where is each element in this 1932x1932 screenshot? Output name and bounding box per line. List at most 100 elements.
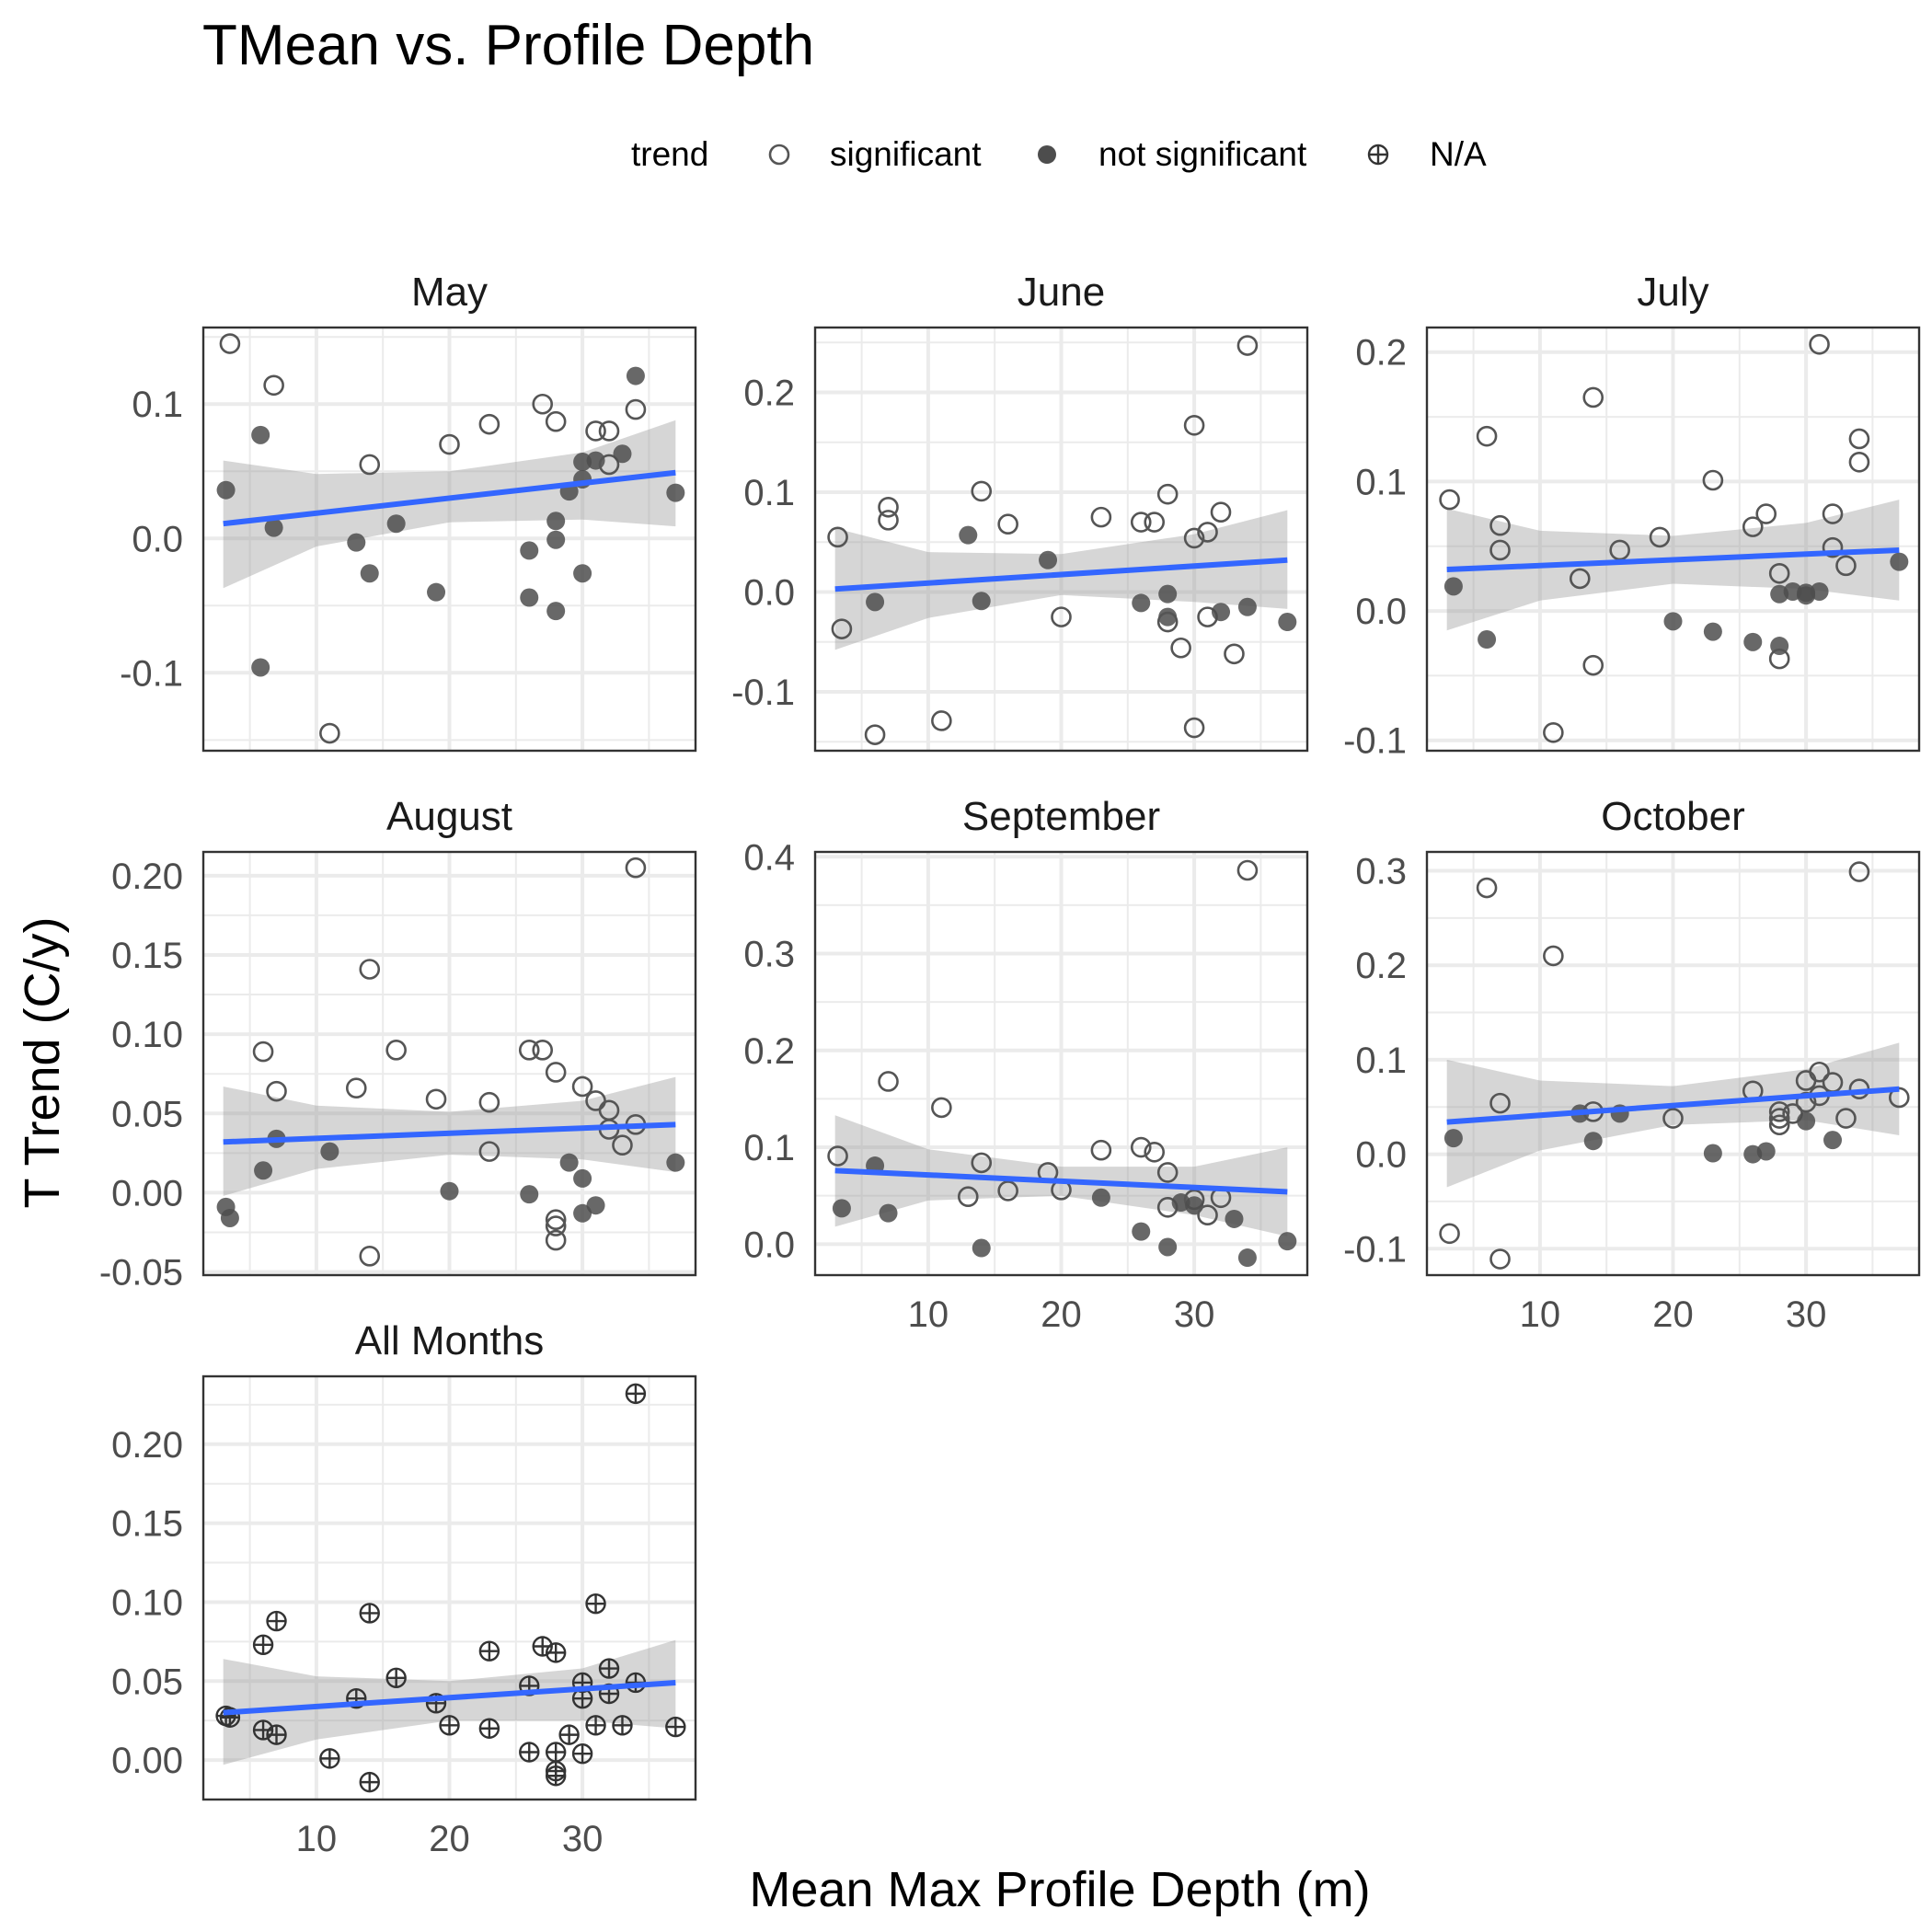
data-point-not-significant (1225, 1209, 1244, 1228)
data-point-significant (1489, 539, 1511, 561)
data-point-significant (1822, 503, 1844, 524)
data-point-not-significant (520, 541, 539, 560)
facet-label-august: August (386, 794, 512, 839)
y-tick-label: 0.00 (111, 1173, 183, 1213)
panel-border (813, 326, 1309, 753)
x-tick-label: 20 (429, 1819, 470, 1859)
data-point-significant (1768, 562, 1790, 584)
data-point-significant (1183, 415, 1205, 436)
data-point-na (585, 1715, 606, 1736)
data-point-significant (827, 1145, 848, 1167)
y-tick-label: 0.1 (743, 1128, 795, 1168)
data-point-significant (971, 1152, 993, 1174)
data-point-not-significant (1703, 622, 1722, 641)
data-point-not-significant (1091, 1188, 1110, 1207)
data-point-na (252, 1719, 274, 1741)
y-tick-label: 0.0 (1355, 592, 1407, 632)
facet-panels: May -0.1 0.0 0.1 June -0.1 0.0 0.1 0.2 July -0.1 0.… (99, 270, 1921, 1859)
data-point-significant (385, 1040, 407, 1061)
data-point-significant (864, 724, 886, 745)
data-point-na (519, 1742, 540, 1763)
data-point-na (571, 1743, 593, 1765)
data-point-not-significant (251, 658, 270, 677)
data-point-significant (359, 1246, 381, 1267)
y-tick-label: 0.0 (132, 519, 183, 559)
panel-october: October -0.1 0.0 0.1 0.2 0.3 10 20 30 (1343, 794, 1921, 1335)
data-point-significant (263, 374, 284, 397)
legend-label-na: N/A (1430, 135, 1487, 173)
data-point-significant (827, 526, 848, 548)
facet-label-july: July (1637, 270, 1708, 315)
data-point-significant (571, 1075, 593, 1098)
data-point-significant (1742, 516, 1764, 537)
data-point-significant (1848, 428, 1870, 450)
data-point-significant (1702, 469, 1724, 491)
x-tick-label: 10 (908, 1294, 949, 1335)
y-tick-label: 0.20 (111, 1425, 183, 1466)
data-point-significant (1809, 1061, 1830, 1083)
points (827, 335, 1297, 745)
data-point-significant (1090, 1139, 1112, 1161)
data-point-not-significant (1039, 550, 1058, 569)
data-point-not-significant (972, 592, 991, 611)
data-point-significant (1768, 1101, 1790, 1122)
data-point-not-significant (1158, 584, 1178, 604)
fit-line (223, 1121, 676, 1145)
data-point-not-significant (520, 1185, 539, 1204)
y-tick-label: 0.15 (111, 1504, 183, 1545)
data-point-na (585, 1593, 606, 1615)
facet-label-october: October (1601, 794, 1745, 839)
data-point-significant (625, 398, 647, 420)
confidence-band (223, 1639, 676, 1765)
data-point-significant (1439, 489, 1460, 511)
data-point-significant (532, 393, 554, 415)
gridlines (203, 328, 696, 751)
data-point-significant (1543, 722, 1564, 743)
data-point-significant (545, 410, 567, 432)
data-point-not-significant (386, 514, 406, 534)
data-point-not-significant (1823, 1131, 1843, 1150)
data-point-not-significant (573, 564, 592, 583)
gridlines (815, 852, 1307, 1275)
legend-key-not-significant (1038, 145, 1056, 164)
data-point-not-significant (1237, 597, 1257, 616)
y-axis-title: T Trend (C/y) (15, 916, 70, 1208)
y-tick-label: 0.3 (1355, 852, 1407, 892)
data-point-significant (1170, 637, 1191, 659)
data-point-significant (1210, 501, 1232, 523)
data-point-na (439, 1715, 460, 1736)
data-point-not-significant (1443, 577, 1463, 596)
data-point-not-significant (1810, 581, 1829, 601)
y-tick-label: -0.1 (1343, 721, 1407, 762)
data-point-significant (359, 454, 381, 476)
data-point-not-significant (586, 1196, 605, 1215)
panel-may: May -0.1 0.0 0.1 (120, 270, 697, 753)
data-point-significant (478, 1091, 500, 1113)
data-point-na (266, 1724, 287, 1745)
y-tick-label: 0.0 (743, 573, 795, 614)
data-point-not-significant (613, 444, 632, 464)
data-point-significant (345, 1077, 367, 1099)
data-point-significant (518, 1040, 540, 1061)
data-point-significant (957, 1186, 979, 1208)
data-point-significant (1809, 333, 1830, 355)
data-point-not-significant (520, 588, 539, 607)
data-point-significant (1236, 859, 1259, 881)
gridlines (1427, 328, 1919, 751)
data-point-significant (1051, 606, 1072, 627)
data-point-significant (1822, 536, 1844, 558)
data-point-not-significant (959, 525, 978, 545)
data-point-na (545, 1642, 567, 1663)
data-point-not-significant (666, 1153, 685, 1172)
data-point-not-significant (1185, 1196, 1204, 1215)
data-point-not-significant (427, 582, 446, 602)
facet-label-may: May (411, 270, 488, 315)
y-tick-label: 0.1 (743, 473, 795, 513)
gridlines (1427, 852, 1919, 1275)
fit-line (1446, 546, 1900, 573)
data-point-significant (625, 857, 647, 879)
data-point-significant (612, 1134, 633, 1156)
panel-border (201, 850, 697, 1277)
data-point-na (319, 1748, 340, 1769)
data-point-significant (878, 1071, 899, 1092)
